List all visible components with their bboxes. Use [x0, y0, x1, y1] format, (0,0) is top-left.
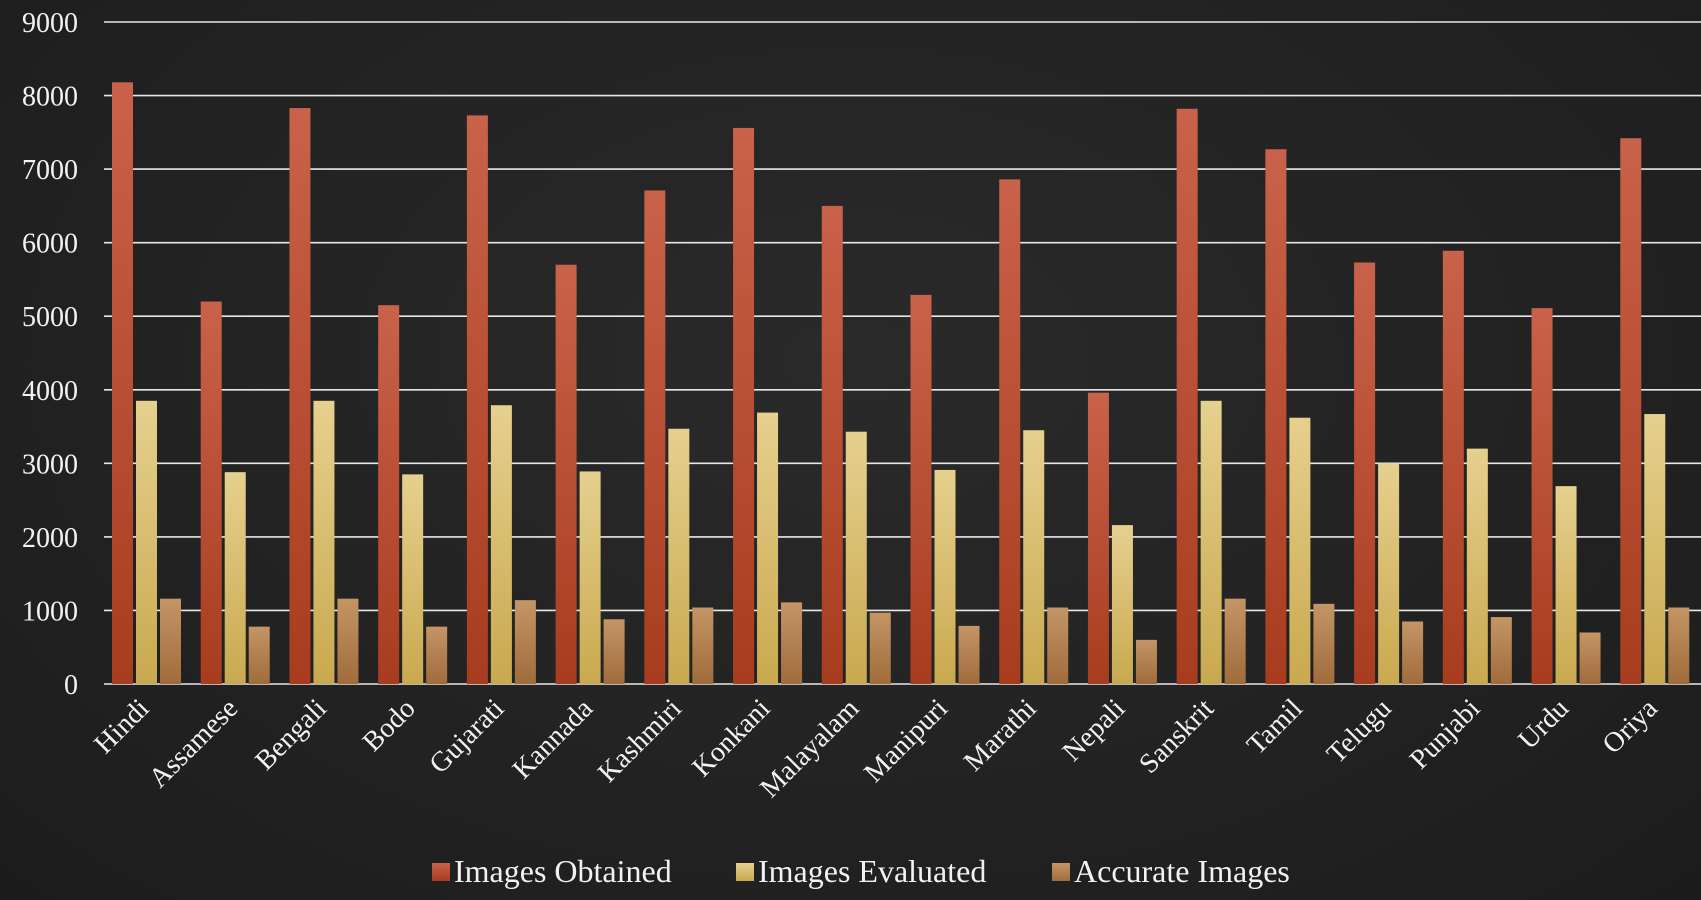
y-tick-label: 1000 — [22, 596, 78, 627]
x-category-label: Gujarati — [424, 693, 511, 780]
bar-images-obtained-telugu — [1354, 262, 1376, 684]
bar-images-obtained-assamese — [200, 301, 222, 684]
x-category-label: Konkani — [686, 693, 776, 783]
legend-label: Accurate Images — [1074, 853, 1290, 889]
bars — [112, 82, 1690, 685]
bar-accurate-images-malayalam — [869, 612, 891, 684]
bar-images-evaluated-gujarati — [490, 405, 512, 684]
bar-images-evaluated-sanskrit — [1200, 400, 1222, 684]
x-category-label: Nepali — [1057, 693, 1132, 768]
y-tick-label: 5000 — [22, 302, 78, 333]
legend-swatch — [1052, 863, 1070, 881]
bar-accurate-images-sanskrit — [1224, 598, 1246, 684]
bar-images-evaluated-malayalam — [845, 431, 867, 684]
y-tick-label: 6000 — [22, 229, 78, 260]
x-category-label: Telugu — [1321, 693, 1398, 770]
bar-accurate-images-kannada — [603, 619, 625, 684]
bar-images-obtained-oriya — [1620, 138, 1642, 684]
bar-images-obtained-marathi — [999, 179, 1021, 685]
bar-images-obtained-punjabi — [1442, 250, 1464, 684]
bar-images-obtained-nepali — [1087, 392, 1109, 684]
x-category-label: Sanskrit — [1133, 693, 1220, 780]
bar-images-obtained-bengali — [289, 108, 311, 684]
x-category-label: Bengali — [249, 693, 333, 777]
bar-accurate-images-nepali — [1135, 639, 1157, 684]
bar-accurate-images-oriya — [1668, 607, 1690, 684]
bar-images-evaluated-bengali — [313, 400, 335, 684]
bar-images-obtained-hindi — [112, 82, 133, 684]
bar-accurate-images-assamese — [248, 626, 270, 684]
x-category-label: Bodo — [357, 693, 422, 758]
legend-label: Images Obtained — [454, 853, 672, 889]
legend-swatch — [432, 863, 450, 881]
x-category-label: Hindi — [88, 693, 155, 760]
bar-images-evaluated-punjabi — [1466, 448, 1488, 684]
x-category-label: Manipuri — [858, 693, 954, 789]
bar-accurate-images-urdu — [1579, 632, 1601, 684]
x-category-label: Urdu — [1512, 693, 1575, 756]
bar-accurate-images-telugu — [1402, 621, 1424, 684]
y-tick-label: 2000 — [22, 523, 78, 554]
bar-accurate-images-punjabi — [1490, 617, 1512, 684]
bar-images-evaluated-kannada — [579, 471, 601, 684]
bar-images-obtained-manipuri — [910, 294, 932, 684]
bar-accurate-images-gujarati — [514, 600, 536, 684]
bar-images-obtained-malayalam — [821, 205, 843, 684]
bar-images-evaluated-tamil — [1289, 417, 1311, 684]
bar-accurate-images-hindi — [160, 598, 181, 684]
x-category-label: Kannada — [507, 693, 600, 786]
bar-images-obtained-tamil — [1265, 149, 1287, 685]
y-axis-ticks: 0 1000 2000 3000 4000 5000 6000 7000 8000 9000 — [22, 8, 78, 701]
bar-accurate-images-bengali — [337, 598, 359, 684]
x-category-label: Oriya — [1597, 693, 1664, 760]
bar-accurate-images-marathi — [1047, 607, 1069, 684]
legend-swatch — [736, 863, 754, 881]
bar-images-evaluated-nepali — [1111, 525, 1133, 684]
y-tick-label: 0 — [64, 670, 78, 701]
bar-images-evaluated-kashmiri — [668, 428, 690, 684]
y-tick-label: 3000 — [22, 449, 78, 480]
bar-accurate-images-manipuri — [958, 625, 980, 684]
bar-images-evaluated-urdu — [1555, 486, 1577, 684]
bar-images-evaluated-oriya — [1644, 414, 1666, 684]
x-category-label: Kashmiri — [592, 693, 688, 789]
bar-images-obtained-konkani — [733, 127, 755, 685]
bar-images-obtained-kannada — [555, 264, 577, 684]
bar-accurate-images-konkani — [781, 602, 803, 684]
bar-images-obtained-urdu — [1531, 308, 1553, 684]
y-tick-label: 8000 — [22, 82, 78, 113]
bar-images-obtained-gujarati — [466, 115, 488, 685]
y-tick-label: 7000 — [22, 155, 78, 186]
bar-images-evaluated-hindi — [136, 400, 157, 684]
y-tick-label: 4000 — [22, 376, 78, 407]
bar-images-obtained-kashmiri — [644, 190, 666, 685]
bar-images-evaluated-assamese — [224, 472, 246, 684]
legend-label: Images Evaluated — [758, 853, 986, 889]
bar-images-obtained-sanskrit — [1176, 108, 1198, 685]
bar-images-evaluated-telugu — [1378, 463, 1400, 684]
y-tick-label: 9000 — [22, 8, 78, 39]
bar-images-obtained-bodo — [378, 305, 400, 684]
legend: Images Obtained Images Evaluated Accurate … — [432, 853, 1290, 889]
x-category-label: Tamil — [1241, 693, 1309, 761]
x-category-label: Marathi — [958, 693, 1043, 778]
bar-accurate-images-bodo — [426, 626, 448, 684]
bar-accurate-images-tamil — [1313, 603, 1335, 684]
x-category-label: Punjabi — [1404, 693, 1487, 776]
bar-images-evaluated-konkani — [757, 412, 779, 684]
bar-images-evaluated-manipuri — [934, 469, 956, 684]
bar-accurate-images-kashmiri — [692, 607, 714, 684]
x-category-label: Assamese — [143, 693, 244, 794]
bar-images-evaluated-marathi — [1023, 430, 1045, 684]
bar-images-evaluated-bodo — [402, 474, 424, 684]
gridlines — [104, 21, 1701, 685]
